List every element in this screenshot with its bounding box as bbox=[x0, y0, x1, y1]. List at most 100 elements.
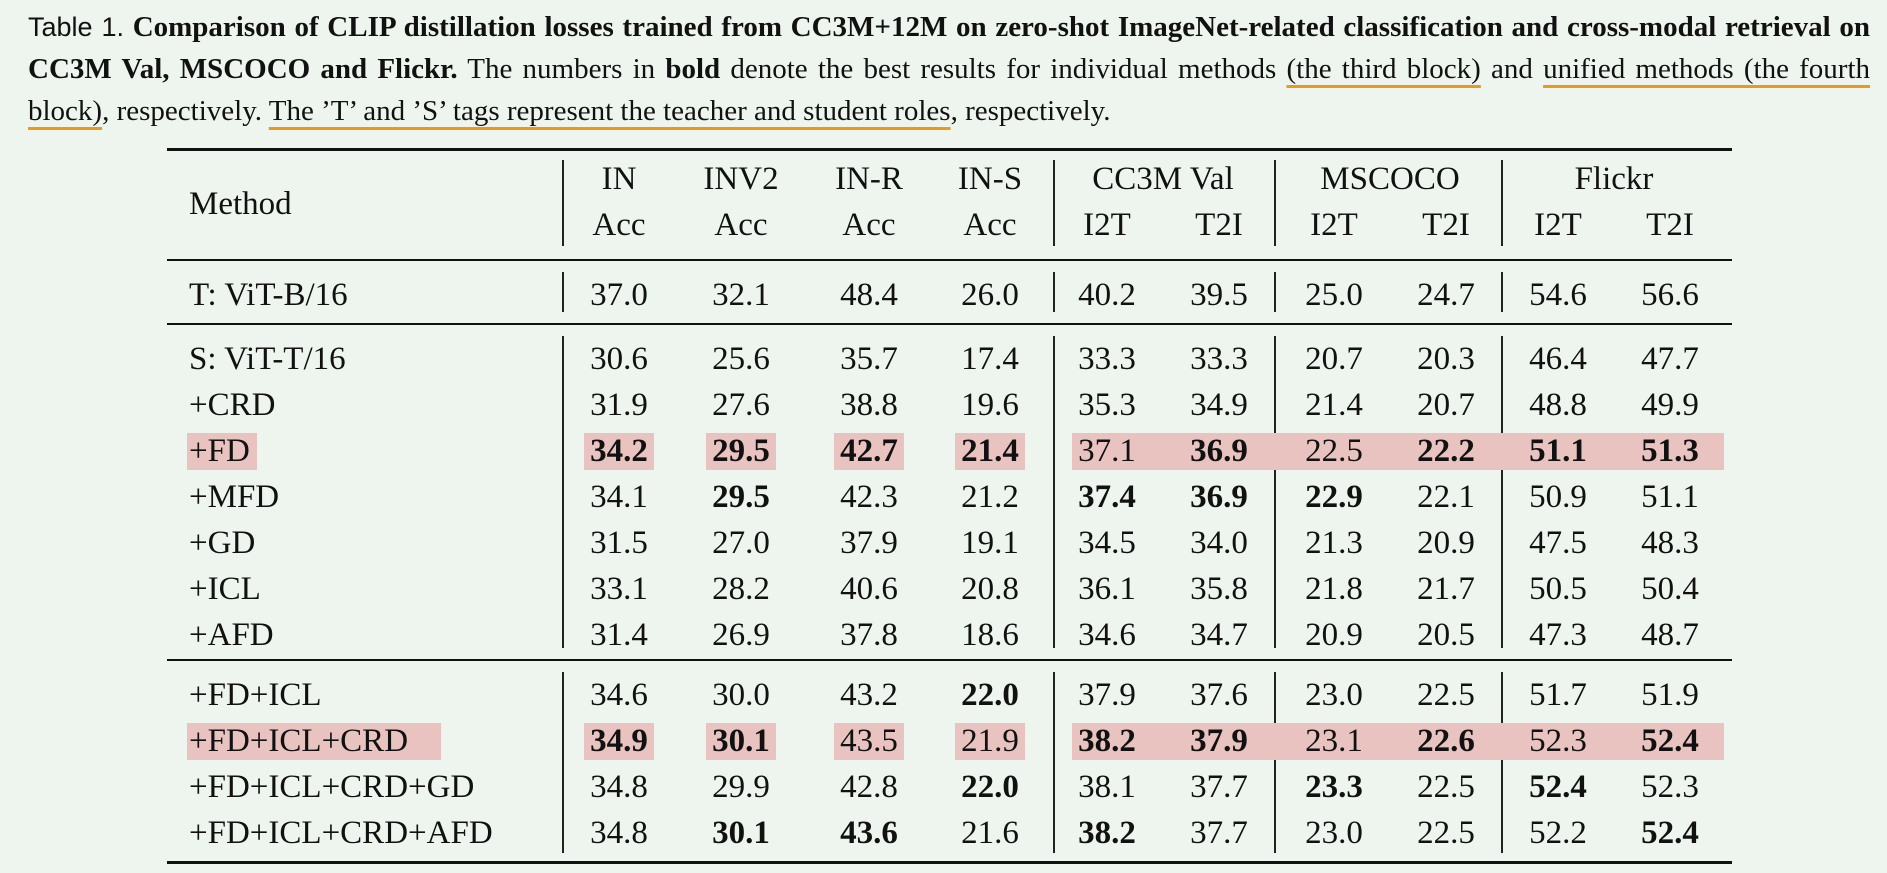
value-cell: 30.6 bbox=[590, 341, 648, 377]
block-rule bbox=[167, 659, 1732, 661]
value-cell: 31.4 bbox=[590, 617, 648, 653]
column-separator bbox=[562, 160, 564, 246]
value-cell: 50.9 bbox=[1529, 479, 1587, 515]
value-cell: 29.5 bbox=[712, 433, 770, 469]
value-cell: 32.1 bbox=[712, 277, 770, 313]
value-cell: 19.1 bbox=[961, 525, 1019, 561]
value-cell: 37.6 bbox=[1190, 677, 1248, 713]
caption-text-3: and bbox=[1480, 53, 1544, 85]
value-cell: 35.3 bbox=[1078, 387, 1136, 423]
value-cell: 52.4 bbox=[1641, 723, 1699, 759]
value-cell: 22.5 bbox=[1417, 677, 1475, 713]
value-cell: 37.4 bbox=[1078, 479, 1136, 515]
value-cell: 21.6 bbox=[961, 815, 1019, 851]
caption-text-4: , respectively. bbox=[102, 95, 269, 127]
method-label: +FD bbox=[189, 433, 250, 469]
column-separator bbox=[1274, 336, 1276, 648]
method-label: +ICL bbox=[189, 571, 261, 607]
value-cell: 18.6 bbox=[961, 617, 1019, 653]
value-cell: 34.9 bbox=[1190, 387, 1248, 423]
value-cell: 21.4 bbox=[1305, 387, 1363, 423]
value-cell: 20.7 bbox=[1417, 387, 1475, 423]
value-cell: 27.0 bbox=[712, 525, 770, 561]
value-cell: 34.8 bbox=[590, 815, 648, 851]
row-highlight bbox=[187, 433, 257, 470]
column-separator bbox=[562, 272, 564, 312]
value-cell: 43.6 bbox=[840, 815, 898, 851]
value-cell: 20.8 bbox=[961, 571, 1019, 607]
bottom-rule bbox=[167, 861, 1732, 864]
column-header-top: CC3M Val bbox=[1092, 161, 1234, 197]
value-cell: 26.0 bbox=[961, 277, 1019, 313]
value-cell: 33.1 bbox=[590, 571, 648, 607]
column-separator bbox=[562, 672, 564, 853]
value-cell: 33.3 bbox=[1078, 341, 1136, 377]
value-cell: 33.3 bbox=[1190, 341, 1248, 377]
column-header-bottom: Acc bbox=[842, 207, 896, 243]
value-cell: 34.0 bbox=[1190, 525, 1248, 561]
column-header-bottom: Acc bbox=[714, 207, 768, 243]
cell-highlight bbox=[706, 723, 776, 760]
value-cell: 20.5 bbox=[1417, 617, 1475, 653]
column-separator bbox=[1274, 160, 1276, 246]
value-cell: 52.3 bbox=[1529, 723, 1587, 759]
value-cell: 30.1 bbox=[712, 723, 770, 759]
column-separator bbox=[1274, 672, 1276, 853]
value-cell: 47.5 bbox=[1529, 525, 1587, 561]
row-highlight bbox=[187, 723, 441, 760]
caption-underline-2: unified methods (the fourth block) bbox=[28, 53, 1871, 127]
value-cell: 34.8 bbox=[590, 769, 648, 805]
value-cell: 29.9 bbox=[712, 769, 770, 805]
value-cell: 34.7 bbox=[1190, 617, 1248, 653]
caption-text-5: , respectively. bbox=[950, 95, 1111, 127]
value-cell: 50.4 bbox=[1641, 571, 1699, 607]
results-table: Method IN INV2 IN-R IN-S CC3M Val MSCOCO Flick… bbox=[167, 148, 1732, 864]
value-cell: 36.1 bbox=[1078, 571, 1136, 607]
value-cell: 29.5 bbox=[712, 479, 770, 515]
value-cell: 21.7 bbox=[1417, 571, 1475, 607]
method-label: +AFD bbox=[189, 617, 274, 653]
value-cell: 37.9 bbox=[1078, 677, 1136, 713]
value-cell: 24.7 bbox=[1417, 277, 1475, 313]
value-cell: 38.1 bbox=[1078, 769, 1136, 805]
method-label: +FD+ICL bbox=[189, 677, 322, 713]
column-header-bottom: Acc bbox=[963, 207, 1017, 243]
value-cell: 21.3 bbox=[1305, 525, 1363, 561]
value-cell: 38.8 bbox=[840, 387, 898, 423]
value-cell: 39.5 bbox=[1190, 277, 1248, 313]
method-label: +GD bbox=[189, 525, 256, 561]
column-header-top: Flickr bbox=[1574, 161, 1654, 197]
column-header-bottom: Acc bbox=[592, 207, 646, 243]
method-header: Method bbox=[189, 186, 292, 222]
value-cell: 21.2 bbox=[961, 479, 1019, 515]
value-cell: 31.5 bbox=[590, 525, 648, 561]
cell-highlight bbox=[584, 723, 654, 760]
method-label: +MFD bbox=[189, 479, 280, 515]
value-cell: 30.0 bbox=[712, 677, 770, 713]
value-cell: 48.7 bbox=[1641, 617, 1699, 653]
value-cell: 34.6 bbox=[590, 677, 648, 713]
value-cell: 48.4 bbox=[840, 277, 898, 313]
caption-underline-3: The ’T’ and ’S’ tags represent the teach… bbox=[268, 95, 951, 127]
retrieval-highlight bbox=[1072, 433, 1724, 470]
value-cell: 42.3 bbox=[840, 479, 898, 515]
column-header-bottom: I2T bbox=[1310, 207, 1358, 243]
caption-text-2: denote the best results for individual m… bbox=[720, 53, 1287, 85]
value-cell: 22.5 bbox=[1417, 815, 1475, 851]
teacher-rule bbox=[167, 323, 1732, 325]
cell-highlight bbox=[955, 433, 1025, 470]
value-cell: 23.0 bbox=[1305, 677, 1363, 713]
value-cell: 22.1 bbox=[1417, 479, 1475, 515]
value-cell: 25.0 bbox=[1305, 277, 1363, 313]
value-cell: 37.9 bbox=[1190, 723, 1248, 759]
column-header-bottom: T2I bbox=[1195, 207, 1243, 243]
value-cell: 37.7 bbox=[1190, 769, 1248, 805]
header-rule bbox=[167, 259, 1732, 261]
value-cell: 20.7 bbox=[1305, 341, 1363, 377]
column-header-bottom: T2I bbox=[1646, 207, 1694, 243]
value-cell: 34.2 bbox=[590, 433, 648, 469]
value-cell: 48.8 bbox=[1529, 387, 1587, 423]
value-cell: 17.4 bbox=[961, 341, 1019, 377]
column-header-top: IN-R bbox=[835, 161, 903, 197]
value-cell: 37.8 bbox=[840, 617, 898, 653]
